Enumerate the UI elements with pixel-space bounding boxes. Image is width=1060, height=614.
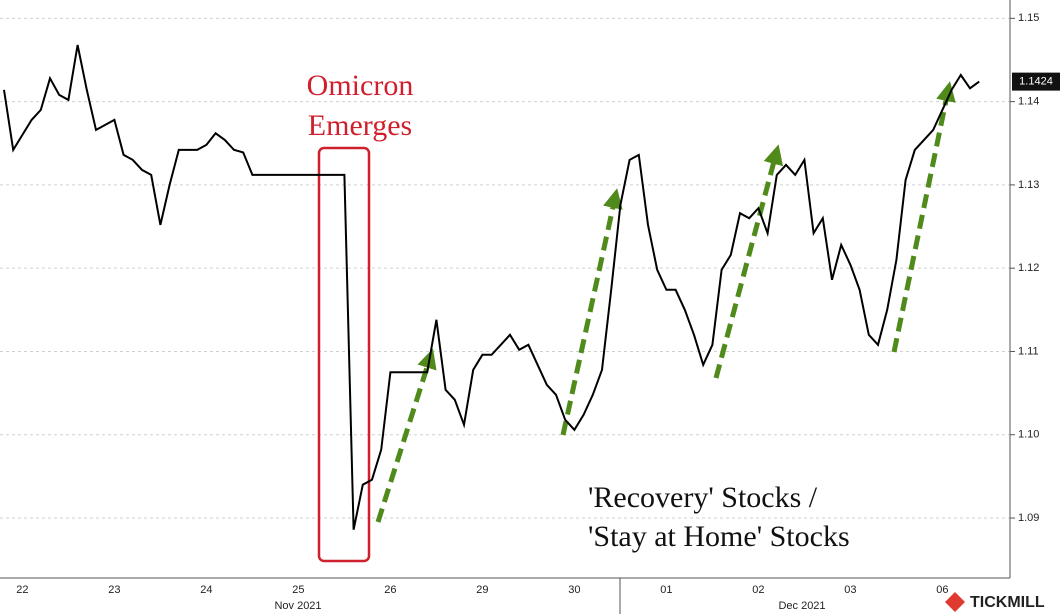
series-label: 'Stay at Home' Stocks [588, 520, 850, 553]
x-tick-label: 01 [660, 584, 672, 596]
y-tick-label: 1.10 [1018, 429, 1039, 441]
x-tick-label: 02 [752, 584, 764, 596]
series-label: 'Recovery' Stocks / [588, 481, 818, 514]
x-tick-label: 24 [200, 584, 212, 596]
y-tick-label: 1.14 [1018, 96, 1039, 108]
y-tick-label: 1.12 [1018, 262, 1039, 274]
last-value-box [1012, 72, 1060, 91]
arrow [891, 81, 956, 353]
annotation: Omicron [307, 69, 414, 102]
y-tick-label: 1.13 [1018, 179, 1039, 191]
y-tick-label: 1.09 [1018, 512, 1039, 524]
x-tick-label: 23 [108, 584, 120, 596]
grid [0, 17, 1010, 519]
line [3, 44, 980, 530]
logo: TICKMILL [945, 592, 1045, 612]
arrows [375, 81, 956, 523]
arrow [375, 348, 437, 523]
logo-text: TICKMILL [970, 594, 1045, 611]
arrow [713, 144, 784, 379]
highlight-box [317, 146, 371, 563]
x-tick-label: 22 [16, 584, 28, 596]
x-tick-label: 25 [292, 584, 304, 596]
x-tick-label: 29 [476, 584, 488, 596]
month-label: Nov 2021 [274, 600, 321, 612]
y-tick-label: 1.11 [1018, 345, 1039, 357]
y-tick-label: 1.15 [1018, 12, 1039, 24]
last-value-label: 1.1424 [1019, 76, 1053, 88]
logo-icon [945, 592, 965, 612]
x-tick-label: 03 [844, 584, 856, 596]
arrow [560, 188, 623, 436]
month-label: Dec 2021 [778, 600, 825, 612]
x-tick-label: 06 [936, 584, 948, 596]
x-tick-label: 30 [568, 584, 580, 596]
annotation: Emerges [308, 109, 412, 142]
x-tick-label: 26 [384, 584, 396, 596]
